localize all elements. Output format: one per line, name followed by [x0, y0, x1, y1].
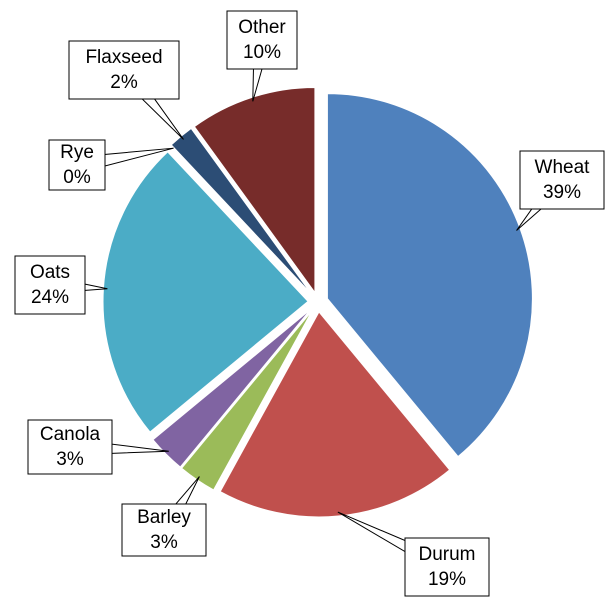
slice-label: Barley — [137, 507, 191, 528]
slice-value-label: 3% — [150, 532, 178, 553]
slice-value-label: 39% — [543, 182, 581, 203]
slice-value-label: 3% — [56, 449, 84, 470]
callout-box — [121, 503, 207, 557]
slice-value-label: 2% — [110, 72, 138, 93]
slice-value-label: 0% — [63, 167, 91, 188]
slice-value-label: 24% — [31, 287, 69, 308]
callout-box — [48, 139, 106, 191]
slice-label: Durum — [418, 544, 475, 565]
slice-label: Oats — [30, 262, 70, 283]
callout-box — [519, 150, 605, 210]
callout-box — [226, 10, 298, 70]
slice-label: Wheat — [535, 157, 591, 178]
pie-slice — [219, 311, 451, 518]
slice-label: Canola — [40, 424, 101, 445]
slice-value-label: 10% — [243, 42, 281, 63]
pie-slice — [193, 86, 316, 295]
callout-box — [14, 255, 86, 315]
slice-label: Rye — [60, 142, 94, 163]
pie-slice — [326, 93, 533, 458]
pie-slice — [152, 308, 312, 468]
callout-box — [68, 40, 180, 100]
slice-value-label: 19% — [428, 569, 466, 590]
slice-label: Flaxseed — [85, 47, 162, 68]
callout-box — [27, 419, 113, 475]
slice-label: Other — [238, 17, 286, 38]
callout-box — [404, 537, 490, 597]
